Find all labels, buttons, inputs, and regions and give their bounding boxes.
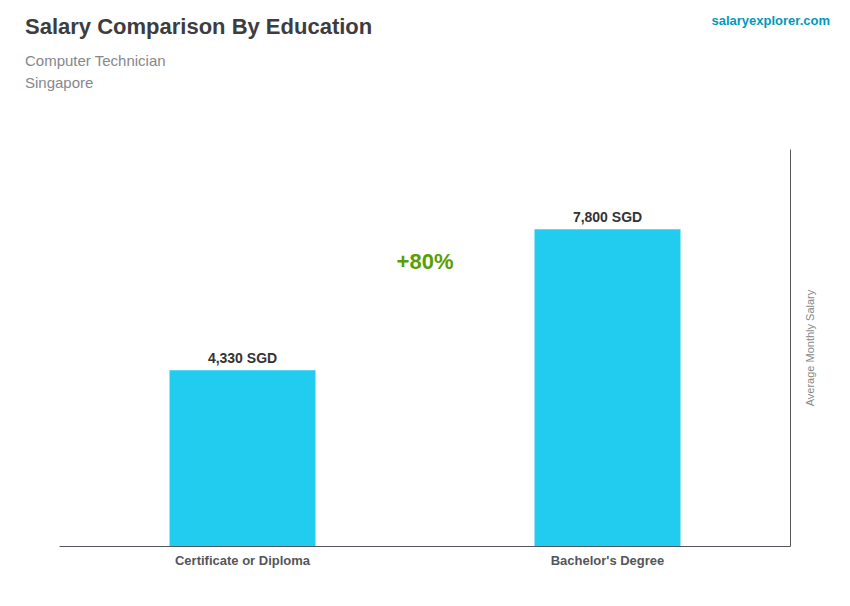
- svg-text:salaryexplorer.com: salaryexplorer.com: [711, 13, 830, 28]
- svg-text:Average Monthly Salary: Average Monthly Salary: [804, 289, 816, 406]
- svg-text:Computer Technician: Computer Technician: [25, 52, 166, 69]
- svg-text:Salary Comparison By Education: Salary Comparison By Education: [25, 14, 372, 39]
- svg-text:Certificate or Diploma: Certificate or Diploma: [175, 553, 311, 568]
- svg-text:Singapore: Singapore: [25, 74, 93, 91]
- svg-text:7,800 SGD: 7,800 SGD: [573, 209, 642, 225]
- svg-text:Bachelor's Degree: Bachelor's Degree: [551, 553, 665, 568]
- svg-text:+80%: +80%: [397, 249, 454, 274]
- svg-text:4,330 SGD: 4,330 SGD: [208, 350, 277, 366]
